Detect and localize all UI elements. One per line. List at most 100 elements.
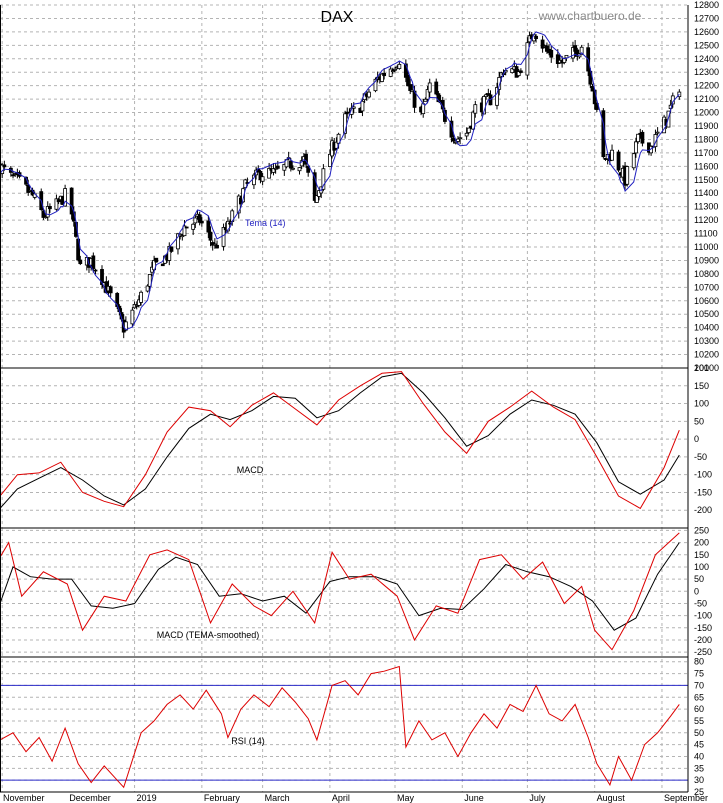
candle-body	[193, 217, 198, 224]
y-tick-label: -50	[694, 598, 707, 608]
macd-line	[0, 542, 680, 631]
x-tick-label: 2019	[137, 793, 157, 803]
candle-body	[241, 188, 245, 203]
candle-body	[275, 165, 280, 169]
y-tick-label: 65	[694, 692, 704, 702]
candle-body	[221, 227, 226, 247]
x-tick-label: May	[397, 793, 415, 803]
candle-body	[78, 259, 83, 265]
price-panel	[0, 31, 682, 339]
macd-label: MACD	[237, 465, 264, 475]
y-tick-label: 0	[694, 586, 699, 596]
y-tick-label: 25	[694, 787, 704, 797]
candle-body	[11, 174, 15, 177]
candle-body	[134, 305, 139, 307]
candle-body	[225, 220, 230, 232]
candle-body	[327, 153, 332, 167]
watermark: www.chartbuero.de	[538, 9, 642, 23]
candle-body	[154, 257, 159, 263]
y-tick-label: 11700	[694, 148, 718, 158]
rsi-panel	[0, 665, 688, 789]
candle-body	[534, 35, 538, 40]
candle-body	[403, 63, 408, 78]
x-tick-label: February	[204, 793, 241, 803]
y-tick-label: 11500	[694, 175, 718, 185]
y-tick-label: 150	[694, 550, 709, 560]
candle-body	[180, 235, 185, 238]
candle-body	[63, 188, 68, 207]
y-tick-label: -250	[694, 647, 712, 657]
candle-body	[304, 153, 308, 165]
candle-body	[48, 205, 52, 210]
candle-body	[297, 167, 302, 172]
candle-body	[215, 244, 219, 249]
x-tick-label: June	[464, 793, 484, 803]
y-tick-label: 75	[694, 669, 704, 679]
y-tick-label: -100	[694, 470, 712, 480]
y-tick-label: 11000	[694, 242, 718, 252]
y-tick-label: 30	[694, 775, 704, 785]
y-tick-label: 0	[694, 434, 699, 444]
y-tick-label: 12300	[694, 67, 719, 77]
candle-body	[291, 167, 295, 170]
candle-body	[631, 153, 636, 169]
signal-line	[0, 371, 680, 510]
candle-body	[434, 81, 439, 95]
candle-body	[258, 170, 263, 181]
candle-body	[91, 255, 96, 269]
y-tick-label: 12500	[694, 40, 719, 50]
candle-body	[271, 168, 276, 173]
y-tick-label: 11100	[694, 229, 718, 239]
x-tick-label: November	[3, 793, 45, 803]
candle-body	[464, 132, 469, 137]
candle-body	[588, 70, 593, 85]
y-tick-label: 12100	[694, 94, 719, 104]
candle-body	[653, 134, 658, 148]
y-tick-label: -150	[694, 487, 712, 497]
macd-tema-label: MACD (TEMA-smoothed)	[157, 630, 260, 640]
y-tick-label: 70	[694, 680, 704, 690]
y-tick-label: 10700	[694, 282, 719, 292]
candle-body	[160, 263, 165, 267]
candle-body	[510, 68, 515, 73]
candle-body	[540, 39, 545, 49]
y-tick-label: 10100	[694, 363, 719, 373]
candle-body	[267, 168, 272, 179]
candle-body	[208, 231, 213, 241]
y-tick-label: 10300	[694, 336, 719, 346]
y-tick-label: 10500	[694, 309, 719, 319]
candle-body	[636, 133, 640, 143]
candle-body	[93, 269, 98, 272]
candle-body	[495, 87, 499, 106]
y-tick-label: 200	[694, 538, 709, 548]
candle-body	[388, 68, 393, 77]
axes: 10100 10200 10300 10400 10500 10600 10700 10800…	[3, 0, 719, 803]
candle-body	[549, 49, 554, 58]
candle-body	[575, 49, 580, 57]
y-tick-label: 250	[694, 525, 709, 535]
y-tick-label: 12600	[694, 27, 719, 37]
candle-body	[573, 45, 578, 52]
candle-body	[312, 172, 317, 201]
signal-line	[0, 532, 680, 651]
y-tick-label: 60	[694, 704, 704, 714]
candle-body	[197, 214, 202, 223]
y-tick-label: 11300	[694, 202, 718, 212]
candle-body	[458, 137, 463, 140]
candle-body	[69, 187, 74, 215]
candle-body	[655, 131, 660, 134]
grid-lines	[0, 4, 688, 793]
candle-body	[282, 164, 287, 171]
candle-body	[26, 184, 31, 193]
candle-body	[427, 82, 432, 93]
candle-body	[555, 54, 560, 65]
y-tick-label: 35	[694, 763, 704, 773]
candle-body	[145, 285, 150, 292]
candle-body	[273, 167, 278, 170]
candle-body	[108, 286, 113, 294]
y-tick-label: 10400	[694, 323, 719, 333]
y-tick-label: -100	[694, 611, 712, 621]
y-tick-label: 80	[694, 657, 704, 667]
